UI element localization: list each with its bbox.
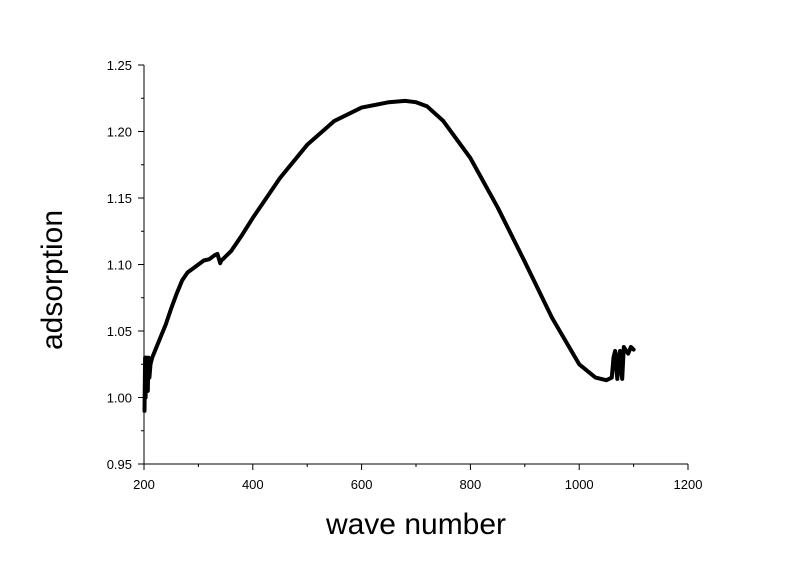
series-layer <box>142 98 636 413</box>
y-tick-label: 1.00 <box>107 391 132 406</box>
x-axis-title: wave number <box>325 508 506 541</box>
y-tick-label: 1.05 <box>107 324 132 339</box>
x-tick-label: 1000 <box>565 477 594 492</box>
x-tick-label: 200 <box>133 477 155 492</box>
y-tick-label: 1.25 <box>107 58 132 73</box>
x-tick-label: 400 <box>242 477 264 492</box>
y-tick-label: 1.20 <box>107 125 132 140</box>
series-line-0 <box>142 98 636 413</box>
y-tick-label: 1.10 <box>107 258 132 273</box>
x-tick-label: 1200 <box>674 477 703 492</box>
y-tick-label: 0.95 <box>107 457 132 472</box>
axes: 200 400 600 800 1000 1200 0.95 1.00 1.05 1.10 1.15… <box>107 58 703 492</box>
y-axis-title: adsorption <box>36 210 69 350</box>
x-tick-label: 800 <box>460 477 482 492</box>
y-tick-label: 1.15 <box>107 191 132 206</box>
x-tick-label: 600 <box>351 477 373 492</box>
